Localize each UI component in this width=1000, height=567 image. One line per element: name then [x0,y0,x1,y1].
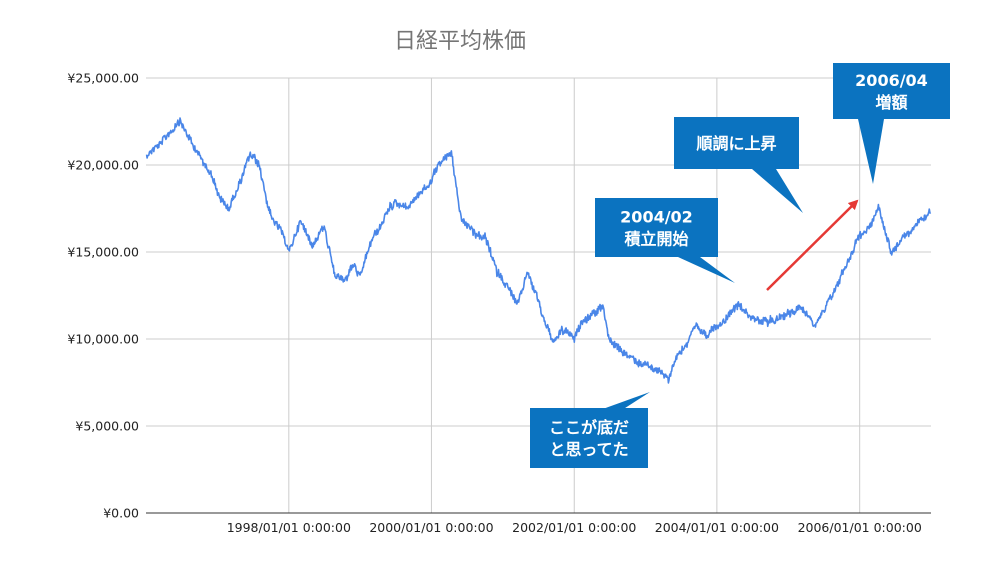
y-tick-label: ¥25,000.00 [67,71,139,86]
callout-text: 2006/04 [855,71,928,90]
series-layer [145,117,932,384]
series-line [145,117,932,384]
callout-pointer [678,257,735,283]
callout-text: 2004/02 [620,208,693,227]
chart-title: 日経平均株価 [394,29,526,54]
callout-text: 積立開始 [623,230,688,249]
y-tick-label: ¥5,000.00 [75,419,139,434]
y-tick-label: ¥15,000.00 [67,245,139,260]
callout-text: ここが底だ [549,418,629,437]
callout-box [674,117,799,169]
callout-text: 増額 [875,93,907,112]
callout-pointer [600,392,650,410]
callout-4: 2006/04 増額 [833,63,950,184]
callout-pointer [858,119,884,184]
trend-arrow [766,199,859,291]
x-tick-label: 1998/01/01 0:00:00 [227,520,351,535]
callout-text: と思ってた [549,440,628,459]
y-tick-label: ¥20,000.00 [67,158,139,173]
callout-box [595,198,718,257]
callout-box [833,63,950,119]
x-tick-label: 2006/01/01 0:00:00 [798,520,922,535]
callout-box [530,408,648,468]
callout-text: 順調に上昇 [695,134,776,153]
y-tick-label: ¥0.00 [103,506,139,521]
callout-3: 順調に上昇 [674,117,803,213]
y-tick-label: ¥10,000.00 [67,332,139,347]
callout-pointer [752,169,803,213]
x-axis-tick-labels: 1998/01/01 0:00:00 2000/01/01 0:00:00 2002… [227,520,922,535]
x-tick-label: 2000/01/01 0:00:00 [369,520,493,535]
callout-2: 2004/02 積立開始 [595,198,735,283]
y-axis-tick-labels: ¥0.00 ¥5,000.00 ¥10,000.00 ¥15,000.00 ¥20,00… [67,71,139,521]
x-tick-label: 2002/01/01 0:00:00 [512,520,636,535]
gridlines [146,77,931,513]
x-tick-label: 2004/01/01 0:00:00 [655,520,779,535]
